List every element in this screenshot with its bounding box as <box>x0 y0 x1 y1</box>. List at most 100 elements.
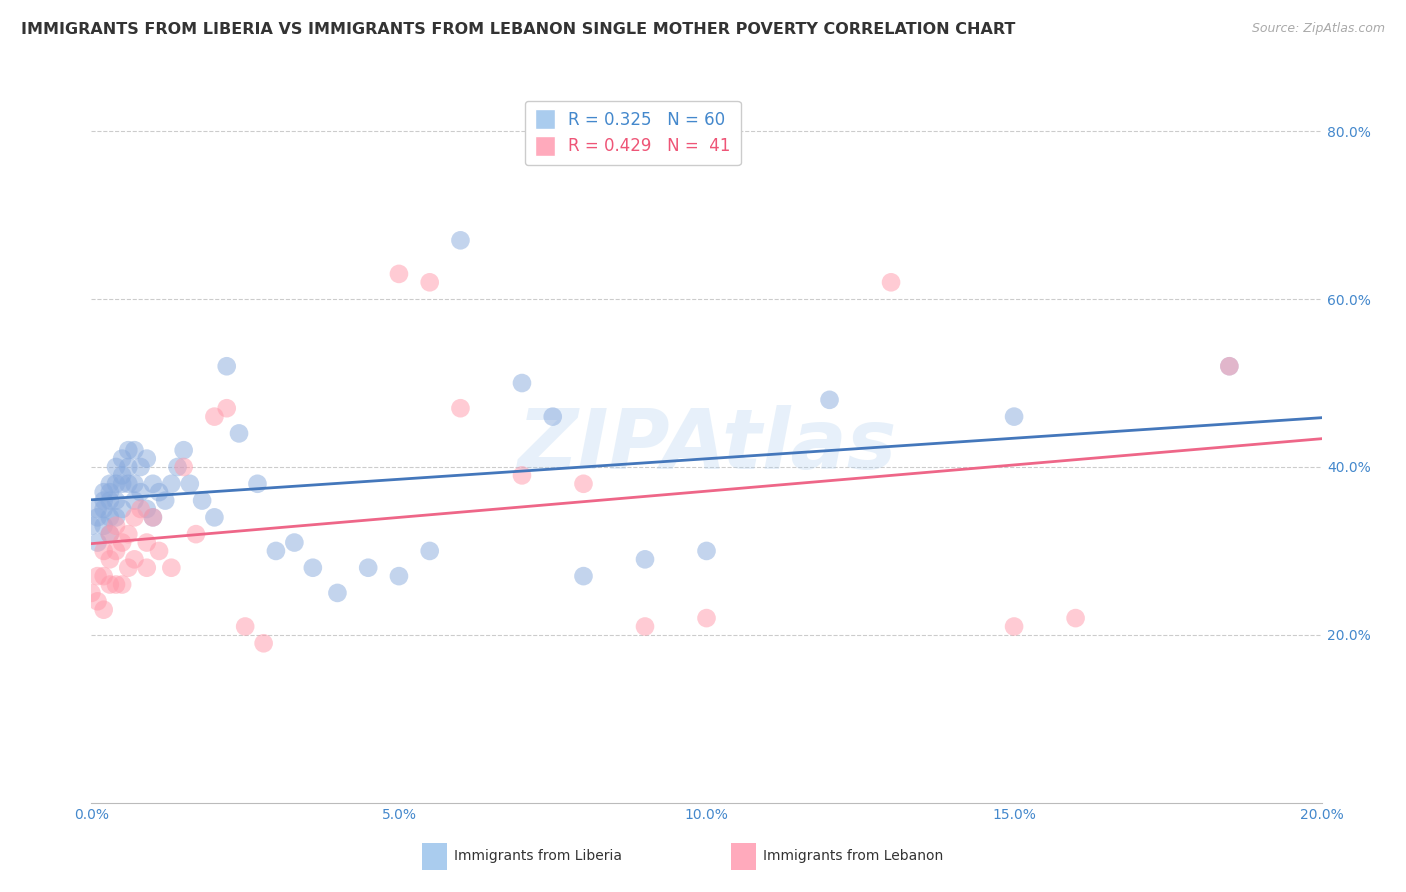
Point <box>818 392 841 407</box>
Point <box>419 544 441 558</box>
Point <box>111 476 134 491</box>
Point <box>160 560 183 574</box>
Point <box>117 560 139 574</box>
Point <box>124 510 146 524</box>
Point <box>357 560 380 574</box>
Point <box>93 485 115 500</box>
Point <box>93 493 115 508</box>
Point <box>228 426 250 441</box>
Point <box>80 518 103 533</box>
Text: IMMIGRANTS FROM LIBERIA VS IMMIGRANTS FROM LEBANON SINGLE MOTHER POVERTY CORRELA: IMMIGRANTS FROM LIBERIA VS IMMIGRANTS FR… <box>21 22 1015 37</box>
Point <box>111 502 134 516</box>
Point <box>166 460 188 475</box>
Point <box>98 577 121 591</box>
Point <box>142 476 165 491</box>
Point <box>98 527 121 541</box>
Point <box>142 510 165 524</box>
Text: ZIPAtlas: ZIPAtlas <box>517 406 896 486</box>
Point <box>148 544 170 558</box>
Point <box>449 233 471 247</box>
Text: Immigrants from Lebanon: Immigrants from Lebanon <box>763 849 943 863</box>
Point <box>1002 619 1025 633</box>
Point <box>160 476 183 491</box>
Point <box>111 451 134 466</box>
Point <box>202 409 225 424</box>
Point <box>148 485 170 500</box>
Point <box>86 535 108 549</box>
Point <box>1064 611 1087 625</box>
Text: Source: ZipAtlas.com: Source: ZipAtlas.com <box>1251 22 1385 36</box>
Point <box>98 527 121 541</box>
Point <box>215 359 238 374</box>
Point <box>129 460 152 475</box>
Point <box>117 476 139 491</box>
Point <box>326 586 349 600</box>
Point <box>449 401 471 416</box>
Point <box>135 502 157 516</box>
Legend: R = 0.325   N = 60, R = 0.429   N =  41: R = 0.325 N = 60, R = 0.429 N = 41 <box>524 101 741 165</box>
Point <box>541 409 564 424</box>
Point <box>98 493 121 508</box>
Point <box>264 544 287 558</box>
Point <box>129 485 152 500</box>
Point <box>142 510 165 524</box>
Point <box>111 535 134 549</box>
Point <box>105 476 127 491</box>
Point <box>105 544 127 558</box>
Point <box>105 460 127 475</box>
Point <box>173 460 195 475</box>
Point <box>98 552 121 566</box>
Point <box>880 275 903 289</box>
Point <box>117 527 139 541</box>
Point <box>135 560 157 574</box>
Point <box>111 468 134 483</box>
Point <box>124 493 146 508</box>
Point <box>233 619 256 633</box>
Point <box>135 451 157 466</box>
Point <box>419 275 441 289</box>
Point <box>93 569 115 583</box>
Point <box>86 510 108 524</box>
Point <box>184 527 207 541</box>
Point <box>111 577 134 591</box>
Point <box>117 460 139 475</box>
Point <box>124 443 146 458</box>
Point <box>696 544 718 558</box>
Point <box>572 476 595 491</box>
Point <box>510 468 533 483</box>
Point <box>93 544 115 558</box>
Point <box>202 510 225 524</box>
Text: Immigrants from Liberia: Immigrants from Liberia <box>454 849 621 863</box>
Point <box>93 502 115 516</box>
Point <box>388 267 411 281</box>
Point <box>105 510 127 524</box>
Point <box>105 493 127 508</box>
Point <box>179 476 201 491</box>
Point <box>124 476 146 491</box>
Point <box>124 552 146 566</box>
Point <box>572 569 595 583</box>
Point <box>93 518 115 533</box>
Point <box>105 577 127 591</box>
Point <box>246 476 269 491</box>
Point <box>105 518 127 533</box>
Point <box>129 502 152 516</box>
Point <box>80 586 103 600</box>
Point <box>301 560 323 574</box>
Point <box>1002 409 1025 424</box>
Point <box>634 552 657 566</box>
Point <box>98 485 121 500</box>
Point <box>634 619 657 633</box>
Point <box>510 376 533 390</box>
Point <box>1218 359 1240 374</box>
Point <box>135 535 157 549</box>
Point <box>388 569 411 583</box>
Point <box>173 443 195 458</box>
Point <box>93 603 115 617</box>
Point <box>86 502 108 516</box>
Point <box>191 493 214 508</box>
Point <box>153 493 177 508</box>
Point <box>253 636 276 650</box>
Point <box>98 476 121 491</box>
Point <box>696 611 718 625</box>
